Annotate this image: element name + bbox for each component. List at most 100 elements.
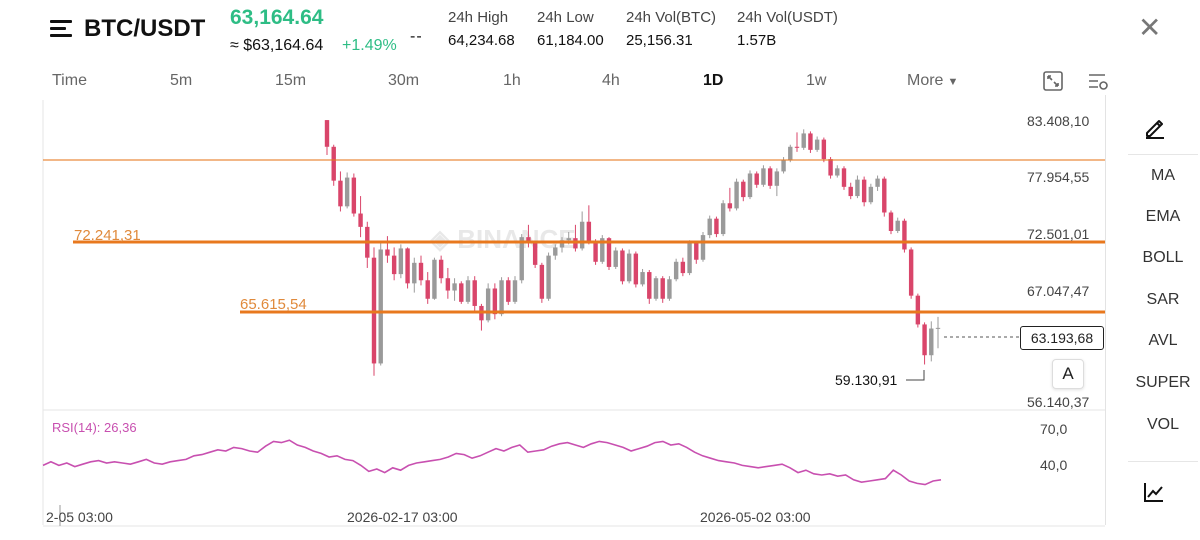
tab-5m[interactable]: 5m xyxy=(170,72,193,89)
candle-body xyxy=(633,253,639,285)
indicator-ema[interactable]: EMA xyxy=(1145,208,1181,225)
candle-body xyxy=(888,212,894,231)
low-marker-leader xyxy=(906,370,925,381)
candle-body xyxy=(526,237,531,244)
candle-body xyxy=(586,221,592,242)
candle-body xyxy=(492,288,498,315)
candle-body xyxy=(553,247,558,256)
level-label-lower: 65.615,54 xyxy=(240,296,307,313)
candle-body xyxy=(667,279,672,299)
candle-body xyxy=(391,255,397,275)
candle-body xyxy=(781,160,786,172)
candle-body xyxy=(653,278,659,299)
candle-body xyxy=(734,181,739,209)
candle-body xyxy=(801,133,806,148)
stat-24h-high-value: 64,234.68 xyxy=(448,32,515,49)
tab-15m[interactable]: 15m xyxy=(275,72,307,89)
candle-body xyxy=(741,181,746,198)
approx-fiat-price: ≈ $63,164.64 xyxy=(230,37,324,54)
candle-body xyxy=(935,327,941,329)
sidebar-divider xyxy=(1128,154,1198,155)
candle-body xyxy=(358,213,363,227)
candle-body xyxy=(499,280,504,315)
candle-body xyxy=(331,146,336,181)
rsi-tick: 70,0 xyxy=(1040,421,1068,437)
candle-body xyxy=(660,278,665,299)
indicator-sar[interactable]: SAR xyxy=(1146,291,1180,308)
candle-body xyxy=(821,139,827,160)
candlestick-series xyxy=(324,120,941,376)
candle-body xyxy=(895,220,900,231)
date-label: 2-05 03:00 xyxy=(46,509,113,525)
tab-30m[interactable]: 30m xyxy=(388,72,420,89)
candle-body xyxy=(519,237,524,281)
tab-1w[interactable]: 1w xyxy=(806,72,827,89)
candle-body xyxy=(747,173,753,198)
watermark-logo: ◈ BINANCE xyxy=(429,224,576,254)
close-icon[interactable]: ✕ xyxy=(1138,12,1162,43)
tab-4h[interactable]: 4h xyxy=(602,72,620,89)
chart-settings-icon[interactable] xyxy=(1087,70,1109,92)
menu-icon[interactable] xyxy=(50,19,74,39)
tab-1d[interactable]: 1D xyxy=(703,72,724,89)
candle-body xyxy=(694,243,699,260)
candle-body xyxy=(626,253,632,282)
candle-body xyxy=(922,324,927,356)
pencil-draw-icon[interactable] xyxy=(1143,115,1167,139)
indicator-ma[interactable]: MA xyxy=(1151,167,1175,184)
candle-body xyxy=(485,288,491,321)
candle-body xyxy=(452,283,457,291)
stat-24h-low-label: 24h Low xyxy=(537,9,594,26)
price-tick: 56.140,37 xyxy=(1027,394,1090,410)
candle-body xyxy=(828,159,833,176)
low-marker-label: 59.130,91 xyxy=(835,372,898,388)
auto-scale-button[interactable]: A xyxy=(1052,359,1084,389)
chart-right-border xyxy=(1105,95,1106,525)
candle-body xyxy=(727,203,733,209)
candle-body xyxy=(841,168,847,187)
candle-body xyxy=(929,328,934,356)
indicator-vol[interactable]: VOL xyxy=(1146,416,1179,433)
rsi-label: RSI(14): 26,36 xyxy=(52,420,137,435)
candle-body xyxy=(707,218,712,236)
candle-body xyxy=(472,280,477,306)
date-label: 2026-02-17 03:00 xyxy=(347,509,458,525)
candle-body xyxy=(385,249,390,256)
candle-body xyxy=(855,179,860,197)
rsi-line xyxy=(42,439,942,486)
tab-1h[interactable]: 1h xyxy=(503,72,521,89)
candle-body xyxy=(714,218,719,235)
candle-body xyxy=(761,168,766,185)
candle-body xyxy=(559,240,565,248)
candle-body xyxy=(418,262,424,281)
line-chart-icon[interactable] xyxy=(1142,480,1166,504)
tab-more[interactable]: More ▼ xyxy=(907,72,958,90)
candle-body xyxy=(398,248,404,275)
candle-body xyxy=(902,220,907,250)
price-tick: 72.501,01 xyxy=(1027,226,1090,242)
expand-chart-icon[interactable] xyxy=(1042,70,1064,92)
candle-body xyxy=(875,178,880,187)
candle-body xyxy=(546,255,551,299)
stat-24h-high-label: 24h High xyxy=(448,9,509,26)
indicator-avl[interactable]: AVL xyxy=(1148,332,1178,349)
candle-body xyxy=(835,168,840,176)
last-price: 63,164.64 xyxy=(230,6,324,29)
indicator-super[interactable]: SUPER xyxy=(1135,374,1191,391)
candle-body xyxy=(405,248,410,284)
indicator-boll[interactable]: BOLL xyxy=(1142,249,1184,266)
price-tick: 83.408,10 xyxy=(1027,113,1090,129)
stat-24h-vol-usdt-label: 24h Vol(USDT) xyxy=(737,9,838,26)
candle-body xyxy=(794,146,800,148)
candle-body xyxy=(687,243,692,274)
candle-body xyxy=(848,186,853,197)
candle-body xyxy=(579,221,585,249)
candle-body xyxy=(432,259,437,299)
candle-body xyxy=(700,235,706,260)
tab-time[interactable]: Time xyxy=(52,72,87,89)
trading-pair[interactable]: BTC/USDT xyxy=(84,15,206,42)
more-label: More xyxy=(907,72,944,89)
candle-body xyxy=(613,250,618,267)
candle-body xyxy=(506,280,511,302)
